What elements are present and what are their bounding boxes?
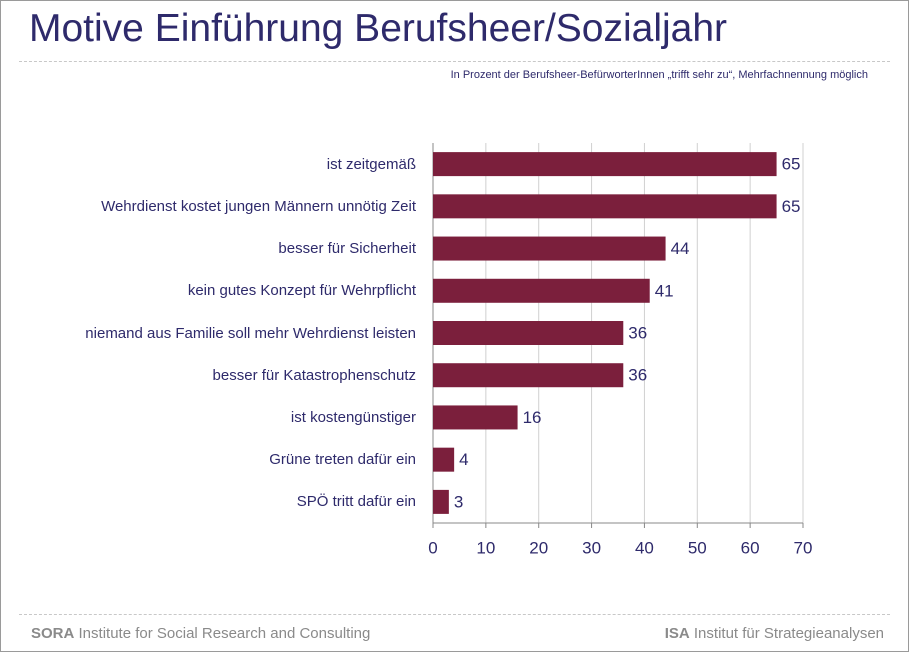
- chart-subtitle: In Prozent der Berufsheer-BefürworterInn…: [450, 69, 868, 81]
- data-label: 65: [782, 197, 801, 216]
- category-text: besser für Katastrophenschutz: [212, 366, 416, 384]
- footer-right: ISA Institut für Strategieanalysen: [665, 625, 884, 642]
- bar: [433, 321, 624, 345]
- data-label: 65: [782, 155, 801, 174]
- category-label: besser für Sicherheit: [46, 239, 416, 258]
- data-label: 16: [523, 408, 542, 427]
- chart-title: Motive Einführung Berufsheer/Sozialjahr: [29, 7, 728, 50]
- category-label: niemand aus Familie soll mehr Wehrdienst…: [46, 324, 416, 343]
- bar: [433, 447, 455, 472]
- x-tick-label: 60: [741, 538, 760, 557]
- data-label: 36: [628, 366, 647, 385]
- chart: 0 10 20 30 40 50 60 70 65 65 44 41 36 36 16 4 3: [428, 143, 813, 557]
- bar: [433, 278, 650, 303]
- footer-rule: [19, 614, 890, 615]
- category-text: niemand aus Familie soll mehr Wehrdienst…: [85, 324, 416, 342]
- x-tick-label: 50: [688, 538, 707, 557]
- data-label: 4: [459, 450, 468, 469]
- footer-org: ISA: [664, 625, 690, 642]
- category-text: ist zeitgemäß: [326, 155, 416, 173]
- x-tick-label: 10: [476, 538, 495, 557]
- title-rule: [19, 61, 890, 62]
- bar: [433, 152, 777, 177]
- bar: [433, 405, 518, 430]
- x-tick-label: 20: [529, 538, 548, 557]
- category-label: ist kostengünstiger: [46, 408, 416, 427]
- category-text: besser für Sicherheit: [278, 240, 416, 258]
- data-label: 41: [655, 281, 674, 300]
- category-label: ist zeitgemäß: [46, 155, 416, 174]
- bar: [433, 194, 777, 219]
- bar: [433, 363, 624, 388]
- footer-left: SORA Institute for Social Research and C…: [31, 625, 370, 642]
- footer-org: SORA: [31, 625, 75, 642]
- x-tick-label: 0: [428, 538, 437, 557]
- category-label: Wehrdienst kostet jungen Männern unnötig…: [46, 197, 416, 216]
- bar: [433, 489, 449, 514]
- category-label: SPÖ tritt dafür ein: [46, 492, 416, 511]
- x-tick-label: 30: [582, 538, 601, 557]
- category-text: SPÖ tritt dafür ein: [296, 493, 416, 511]
- category-label: Grüne treten dafür ein: [46, 450, 416, 469]
- category-label: besser für Katastrophenschutz: [46, 366, 416, 385]
- category-text: Grüne treten dafür ein: [269, 451, 416, 469]
- x-tick-label: 40: [635, 538, 654, 557]
- data-label: 44: [671, 239, 690, 258]
- category-text: Wehrdienst kostet jungen Männern unnötig…: [101, 197, 416, 215]
- data-label: 3: [454, 492, 463, 511]
- data-label: 36: [628, 323, 647, 342]
- category-text: ist kostengünstiger: [290, 408, 416, 426]
- footer-name: Institute for Social Research and Consul…: [78, 625, 371, 642]
- x-tick-label: 70: [794, 538, 813, 557]
- category-label: kein gutes Konzept für Wehrpflicht: [46, 281, 416, 300]
- category-text: kein gutes Konzept für Wehrpflicht: [187, 282, 416, 300]
- footer-name: Institut für Strategieanalysen: [693, 625, 884, 642]
- bar: [433, 236, 666, 261]
